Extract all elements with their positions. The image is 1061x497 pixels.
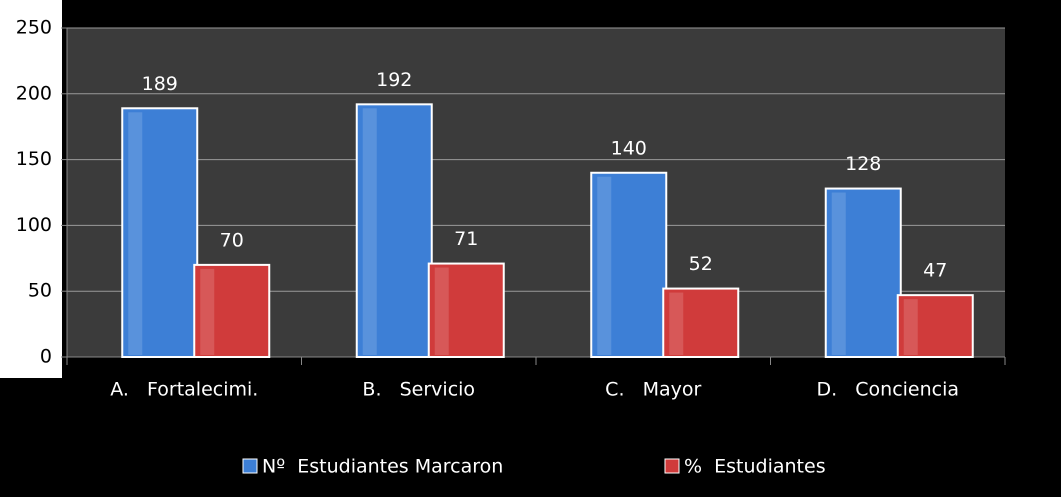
bar-highlight [597,176,612,355]
bar [590,171,668,358]
y-tick-label: 250 [16,17,52,39]
bar-highlight [669,292,684,355]
y-tick-label: 150 [16,148,52,170]
bar [355,103,433,358]
data-label: 71 [454,228,478,250]
bar-highlight [200,268,215,355]
bar-highlight [434,267,449,355]
data-label: 128 [845,153,881,175]
data-label: 140 [611,137,647,159]
x-tick-label: D. Conciencia [816,379,959,401]
data-label: 70 [220,229,244,251]
x-tick-label: C. Mayor [605,379,701,401]
bar [824,187,902,358]
legend-swatch [664,458,680,474]
bar [193,263,271,359]
bar [121,107,199,358]
frame [67,8,1047,10]
data-label: 52 [689,253,713,275]
data-label: 189 [142,73,178,95]
bar-highlight [903,299,918,355]
data-label: 192 [376,69,412,91]
y-tick-label: 50 [28,280,52,302]
y-tick-label: 200 [16,82,52,104]
axis-label-area [0,0,62,378]
legend-label: % Estudiantes [684,456,826,478]
y-tick-label: 100 [16,214,52,236]
legend-swatch [242,458,258,474]
bar-highlight [362,108,377,355]
y-tick-label: 0 [40,346,52,368]
bar [662,287,740,358]
x-tick-label: B. Servicio [362,379,475,401]
bar [427,262,505,358]
bar-highlight [831,192,846,355]
bar [896,294,974,359]
bar-highlight [128,112,143,355]
data-label: 47 [923,260,947,282]
legend-label: Nº Estudiantes Marcaron [262,456,503,478]
x-tick-label: A. Fortalecimi. [110,379,258,401]
